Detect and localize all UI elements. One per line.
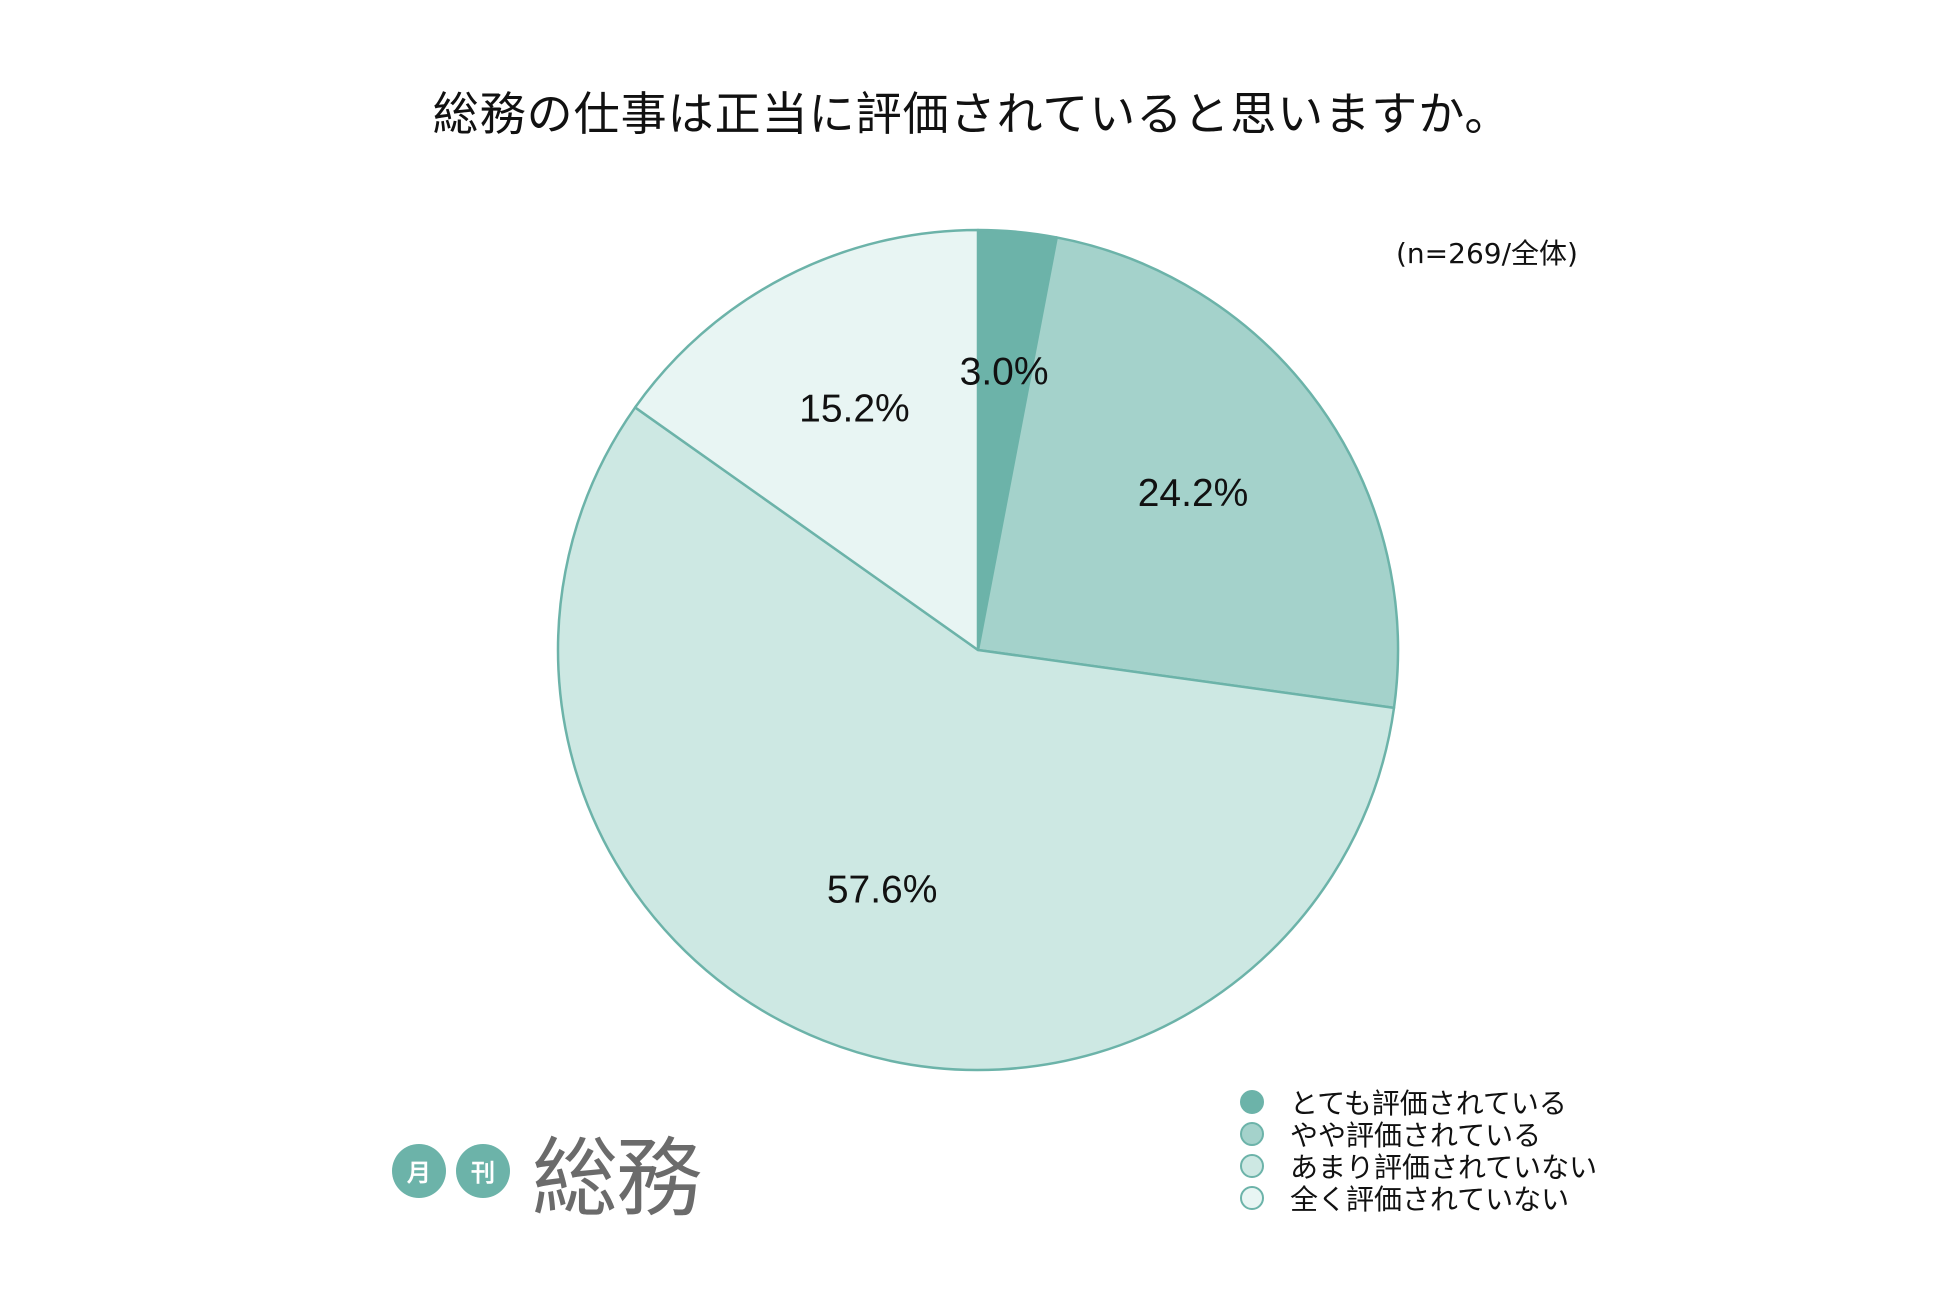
legend-swatch — [1240, 1186, 1264, 1210]
pie-slice — [976, 236, 1400, 710]
legend-swatch — [1240, 1090, 1264, 1114]
legend-swatch — [1240, 1122, 1264, 1146]
legend-item: とても評価されている — [1240, 1086, 1597, 1120]
legend: とても評価されている やや評価されている あまり評価されていない 全く評価されて… — [1240, 1086, 1597, 1216]
legend-label: あまり評価されていない — [1290, 1151, 1598, 1184]
chart-title: 総務の仕事は正当に評価されていると思いますか。 — [432, 87, 1512, 141]
legend-swatch — [1240, 1154, 1264, 1178]
logo-badge-publication: 刊 — [456, 1143, 510, 1198]
legend-item: あまり評価されていない — [1240, 1150, 1597, 1184]
slice-value-label: 15.2% — [799, 388, 910, 431]
logo-badge-month: 月 — [392, 1143, 446, 1198]
gekkan-soumu-logo: 月 刊 総務 — [392, 1108, 702, 1233]
sample-size-note: (n=269/全体) — [1396, 237, 1578, 270]
legend-label: やや評価されている — [1290, 1119, 1542, 1152]
slice-value-label: 3.0% — [960, 350, 1049, 393]
legend-item: やや評価されている — [1240, 1118, 1597, 1152]
pie-slice — [556, 406, 1396, 1072]
slice-value-label: 57.6% — [827, 868, 938, 911]
logo-wordmark: 総務 — [532, 1129, 702, 1229]
pie-slice — [633, 228, 980, 652]
legend-label: 全く評価されていない — [1290, 1183, 1570, 1216]
slice-value-label: 24.2% — [1138, 472, 1249, 515]
legend-label: とても評価されている — [1290, 1087, 1567, 1120]
legend-item: 全く評価されていない — [1240, 1182, 1597, 1216]
